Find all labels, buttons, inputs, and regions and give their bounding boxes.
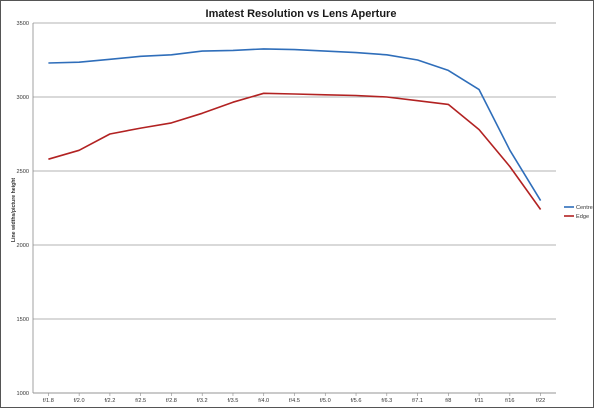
x-tick-label-f-5-6: f/5.6: [351, 398, 362, 404]
gridlines: [32, 22, 556, 394]
x-tick-label-f-4-0: f/4.0: [258, 398, 269, 404]
y-tick-label-2500: 2500: [17, 169, 29, 175]
series-line-centre: [48, 48, 542, 202]
y-tick-label-1000: 1000: [17, 391, 29, 397]
x-tick-label-f-2-5: f/2.5: [135, 398, 146, 404]
series-line-edge: [48, 92, 542, 210]
x-tick-label-f-11: f/11: [475, 398, 484, 404]
x-tick-label-f-6-3: f/6.3: [381, 398, 392, 404]
x-tick-label-f-2-2: f/2.2: [104, 398, 115, 404]
x-tick-label-f-1-8: f/1.8: [43, 398, 54, 404]
y-tick-label-1500: 1500: [17, 317, 29, 323]
series-lines: [48, 48, 542, 210]
x-tick-label-f-16: f/16: [505, 398, 514, 404]
x-tick-labels: f/1.8 f/2.0 f/2.2 f/2.5 f/2.8 f/3.2 f/3.5 f/4.0…: [43, 393, 545, 404]
legend-label-edge: Edge: [576, 214, 589, 220]
legend: Centre Edge: [564, 205, 593, 220]
chart-title: Imatest Resolution vs Lens Aperture: [206, 8, 397, 20]
x-tick-label-f-4-5: f/4.5: [289, 398, 300, 404]
x-tick-label-f-5-0: f/5.0: [320, 398, 331, 404]
x-tick-label-f-3-2: f/3.2: [197, 398, 208, 404]
y-tick-label-3000: 3000: [17, 95, 29, 101]
x-tick-label-f-3-5: f/3.5: [228, 398, 239, 404]
y-axis-label: Line widths/picture height: [11, 178, 17, 243]
y-tick-labels: 1000 1500 2000 2500 3000 3500: [17, 21, 29, 397]
x-tick-label-f-2-0: f/2.0: [74, 398, 85, 404]
x-tick-label-f-7-1: f/7.1: [412, 398, 423, 404]
legend-label-centre: Centre: [576, 205, 593, 211]
x-tick-label-f-8: f/8: [445, 398, 451, 404]
y-tick-label-3500: 3500: [17, 21, 29, 27]
x-tick-label-f-2-8: f/2.8: [166, 398, 177, 404]
x-tick-label-f-22: f/22: [536, 398, 545, 404]
y-tick-label-2000: 2000: [17, 243, 29, 249]
